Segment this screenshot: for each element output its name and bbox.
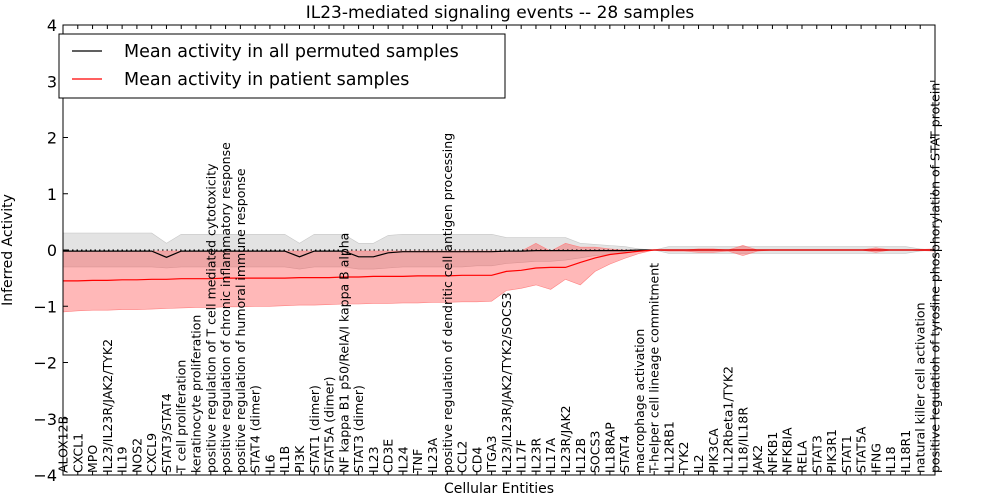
x-tick-label: positive regulation of T cell mediated c… [203,163,218,473]
x-tick-label: positive regulation of humoral immune re… [233,168,248,473]
x-tick-label: STAT4 [617,435,632,473]
x-tick-label: positive regulation of tyrosine phosphor… [928,83,943,473]
y-axis-label: Inferred Activity [0,194,16,306]
x-axis-label: Cellular Entities [444,481,554,497]
x-tick-label: IL23A [425,437,440,473]
x-tick-label: STAT1 [839,435,854,473]
chart-title: IL23-mediated signaling events -- 28 sam… [306,3,695,23]
x-tick-label: PI3K [292,445,307,473]
x-tick-label: IL12B [573,438,588,473]
x-tick-label: IL17F [514,439,529,473]
x-tick-label: IL23R [528,437,543,473]
x-tick-label: CCL2 [455,441,470,473]
x-tick-label: positive regulation of dendritic cell an… [440,133,455,473]
x-tick-label: positive regulation of chronic inflammat… [218,142,233,473]
x-tick-label: ALOX12B [56,416,71,473]
x-tick-label: macrophage activation [632,329,647,473]
x-tick-label: JAK2 [750,445,765,474]
y-tick-label: −1 [33,297,57,316]
x-tick-label: IL18RAP [602,422,617,473]
x-tick-label: CXCL9 [144,433,159,473]
legend-label-permuted: Mean activity in all permuted samples [124,42,459,62]
y-tick-label: −3 [33,410,57,429]
x-tick-label: IL24 [395,446,410,473]
x-tick-label: STAT1 (dimer) [307,385,322,473]
x-tick-label: CD3E [381,439,396,473]
x-tick-label: IL18R1 [898,430,913,473]
x-tick-label: NFKBIA [780,427,795,473]
legend-label-patient: Mean activity in patient samples [124,70,409,90]
x-tick-label: IL19 [115,446,130,473]
x-tick-label: IL23R/JAK2 [558,405,573,473]
x-tick-label: IL23/IL23R/JAK2/TYK2/SOCS3 [499,292,514,473]
x-tick-label: TYK2 [676,442,691,474]
x-tick-label: IL12RB1 [662,421,677,473]
y-tick-label: −4 [33,466,57,485]
x-tick-label: keratinocyte proliferation [189,315,204,473]
x-tick-label: NOS2 [129,438,144,473]
y-tick-label: 3 [47,72,57,91]
x-tick-label: PIK3R1 [824,429,839,473]
legend-box [58,33,506,99]
x-tick-label: STAT3/STAT4 [159,393,174,473]
x-tick-label: IL2 [691,454,706,473]
x-tick-label: CXCL1 [70,433,85,473]
x-tick-label: T-helper cell lineage commitment [647,263,662,474]
x-tick-label: NF kappa B1 p50/RelA/I kappa B alpha [336,233,351,473]
patient-mean-line [63,249,935,282]
x-tick-label: IL23/IL23R/JAK2/TYK2 [100,339,115,473]
x-tick-label: IL1B [277,446,292,473]
x-tick-label: natural killer cell activation [913,302,928,473]
x-tick-label: TNF [410,449,425,474]
x-tick-label: STAT4 (dimer) [248,385,263,473]
x-tick-label: T cell proliferation [174,360,189,474]
x-tick-label: IL17A [543,437,558,473]
x-tick-label: STAT3 [809,435,824,473]
y-tick-label: −2 [33,354,57,373]
x-tick-label: IL23 [366,446,381,473]
x-tick-label: ITGA3 [484,435,499,473]
x-tick-label: NFKB1 [765,432,780,473]
y-tick-label: 2 [47,129,57,148]
x-tick-label: STAT5A [854,426,869,473]
x-tick-label: IL6 [262,454,277,473]
x-tick-label: STAT3 (dimer) [351,385,366,473]
x-tick-label: CD4 [469,447,484,473]
x-tick-label: IFNG [868,443,883,473]
x-tick-label: RELA [795,440,810,473]
x-tick-label: SOCS3 [588,431,603,473]
x-tick-label: IL18 [883,446,898,473]
x-tick-label: MPO [85,445,100,473]
y-tick-label: 0 [47,241,57,260]
y-tick-label: 4 [47,16,57,35]
x-tick-label: STAT5A (dimer) [322,377,337,473]
x-tick-label: IL12Rbeta1/TYK2 [721,366,736,473]
x-tick-label: IL18/IL18R [735,407,750,473]
legend: Mean activity in all permuted samples Me… [58,33,506,99]
x-tick-label: PIK3CA [706,428,721,473]
y-tick-label: 1 [47,185,57,204]
